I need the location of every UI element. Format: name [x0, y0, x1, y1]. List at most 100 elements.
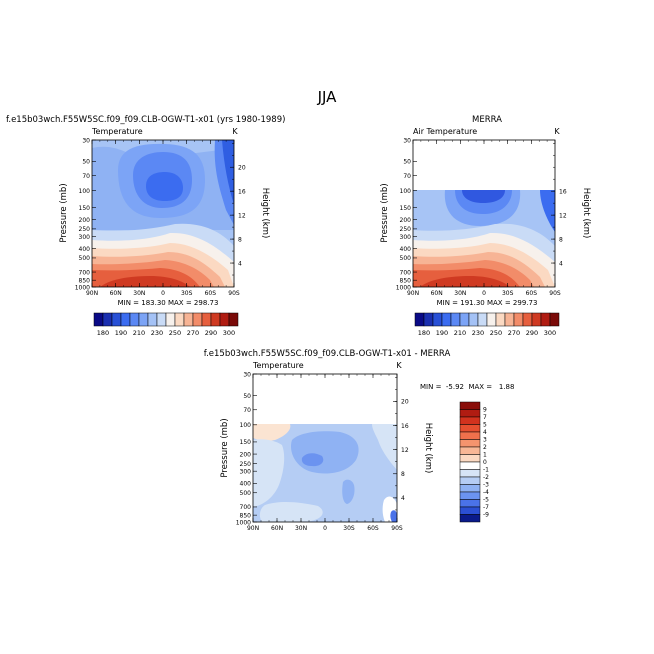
- colorbar-label: 230: [151, 329, 163, 337]
- colorbar-label: 270: [508, 329, 520, 337]
- y-tick-label: 150: [240, 439, 252, 446]
- diff-fill-strong-patch: [301, 453, 324, 467]
- panel-merra-ylabel: Pressure (mb): [380, 183, 390, 242]
- colorbar-box: [459, 491, 481, 500]
- panel-merra-colorbar: 180 190 210 230 250 270 290 300: [414, 312, 560, 337]
- y-tick-label: 150: [400, 205, 412, 212]
- colorbar-label: 230: [472, 329, 484, 337]
- x-tick-label: 90N: [247, 525, 259, 532]
- y-tick-label: 700: [400, 269, 412, 276]
- merra-fill-warm-6: [420, 276, 510, 287]
- panel-merra-variable: Air Temperature: [413, 127, 477, 136]
- panel-model-y2label: Height (km): [260, 188, 270, 239]
- model-fill-tropics-core: [146, 172, 183, 201]
- x-tick-label: 60N: [110, 290, 122, 297]
- colorbar-label: 270: [187, 329, 199, 337]
- diff-fill-near-zero: [253, 439, 285, 507]
- merra-fill-nodata: [413, 140, 555, 190]
- panel-model-units: K: [232, 127, 238, 136]
- colorbar-box: [459, 439, 481, 448]
- colorbar-box: [459, 499, 481, 508]
- diff-fill-near-zero-right: [372, 424, 397, 470]
- x-tick-label: 0: [323, 525, 327, 532]
- y-tick-label: 30: [403, 137, 411, 144]
- colorbar-box: [531, 312, 542, 327]
- y-tick-label: 70: [403, 173, 411, 180]
- colorbar-box: [432, 312, 443, 327]
- y2-tick-label: 12: [238, 212, 246, 219]
- colorbar-box: [174, 312, 185, 327]
- colorbar-label: -4: [483, 489, 489, 496]
- colorbar-label: -2: [483, 474, 489, 481]
- colorbar-box: [459, 431, 481, 440]
- y-tick-label: 150: [79, 205, 91, 212]
- colorbar-box: [192, 312, 203, 327]
- x-tick-label: 60N: [431, 290, 443, 297]
- x-tick-label: 90N: [86, 290, 98, 297]
- y2-tick-label: 20: [401, 399, 409, 406]
- x-tick-label: 0: [161, 290, 165, 297]
- x-tick-label: 90N: [407, 290, 419, 297]
- y2-tick-label: 8: [559, 236, 563, 243]
- panel-merra-stats: MIN = 191.30 MAX = 299.73: [437, 299, 538, 307]
- colorbar-label: 180: [97, 329, 109, 337]
- colorbar-label: 300: [223, 329, 235, 337]
- colorbar-box: [129, 312, 140, 327]
- x-tick-label: 0: [482, 290, 486, 297]
- colorbar-label: 250: [490, 329, 502, 337]
- colorbar-box: [459, 312, 470, 327]
- y-tick-label: 200: [240, 451, 252, 458]
- colorbar-box: [468, 312, 479, 327]
- y-tick-label: 1000: [236, 519, 251, 526]
- colorbar-box: [459, 401, 481, 410]
- colorbar-label: 0: [483, 459, 487, 466]
- y-tick-label: 400: [240, 481, 252, 488]
- y-tick-label: 70: [243, 407, 251, 414]
- y-tick-label: 250: [240, 461, 252, 468]
- panel-diff-y2label: Height (km): [423, 423, 433, 474]
- colorbar-box: [459, 476, 481, 485]
- y2-tick-label: 4: [401, 495, 405, 502]
- colorbar-box: [414, 312, 425, 327]
- colorbar-box: [93, 312, 104, 327]
- colorbar-box: [219, 312, 230, 327]
- colorbar-box: [423, 312, 434, 327]
- y-tick-label: 50: [403, 159, 411, 166]
- y-tick-label: 30: [243, 371, 251, 378]
- colorbar-box: [486, 312, 497, 327]
- y2-tick-label: 4: [559, 260, 563, 267]
- colorbar-label: 4: [483, 429, 487, 436]
- colorbar-box: [156, 312, 167, 327]
- panel-diff-ylabel: Pressure (mb): [220, 418, 230, 477]
- y-tick-label: 50: [82, 159, 90, 166]
- colorbar-label: 290: [205, 329, 217, 337]
- colorbar-label: -5: [483, 497, 489, 504]
- colorbar-label: 1: [483, 452, 487, 459]
- y-tick-label: 500: [240, 490, 252, 497]
- colorbar-label: 300: [544, 329, 556, 337]
- y-tick-label: 250: [79, 226, 91, 233]
- colorbar-box: [450, 312, 461, 327]
- colorbar-label: 2: [483, 444, 487, 451]
- colorbar-box: [459, 461, 481, 470]
- colorbar-box: [111, 312, 122, 327]
- y-tick-label: 100: [400, 188, 412, 195]
- y-tick-label: 300: [240, 468, 252, 475]
- y-tick-label: 70: [82, 173, 90, 180]
- y-tick-label: 300: [79, 234, 91, 241]
- colorbar-box: [459, 416, 481, 425]
- colorbar-box: [504, 312, 515, 327]
- panel-model-variable: Temperature: [91, 127, 143, 136]
- y-tick-label: 850: [400, 277, 412, 284]
- panel-diff-units: K: [396, 361, 402, 370]
- y-tick-label: 300: [400, 234, 412, 241]
- colorbar-label: 9: [483, 407, 487, 414]
- x-tick-label: 90S: [391, 525, 403, 532]
- colorbar-box: [513, 312, 524, 327]
- panel-model-contours: [92, 140, 234, 287]
- y-tick-label: 250: [400, 226, 412, 233]
- colorbar-label: 210: [454, 329, 466, 337]
- x-tick-label: 30N: [133, 290, 145, 297]
